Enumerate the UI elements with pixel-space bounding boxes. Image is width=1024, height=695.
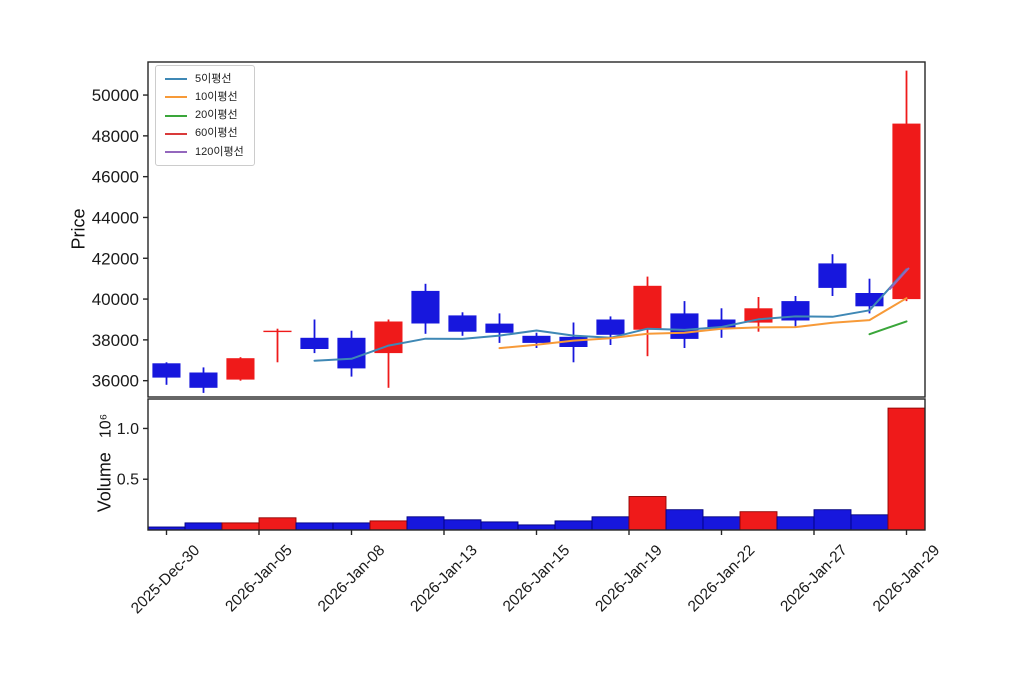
volume-bar bbox=[184, 522, 223, 531]
candle-body bbox=[818, 263, 847, 288]
candle-body bbox=[559, 336, 588, 347]
volume-axis-label-text: Volume bbox=[94, 452, 115, 513]
volume-bar bbox=[443, 519, 482, 531]
price-tick-label: 42000 bbox=[92, 249, 139, 268]
legend-item-label: 60이평선 bbox=[195, 127, 238, 140]
x-tick-label: 2026-Jan-15 bbox=[500, 542, 574, 616]
volume-bar bbox=[406, 516, 445, 531]
price-tick-label: 38000 bbox=[92, 331, 139, 350]
legend-item-ma20: 20이평선 bbox=[165, 109, 244, 122]
volume-bar bbox=[369, 520, 408, 531]
legend-item-ma60: 60이평선 bbox=[165, 127, 244, 140]
volume-bar bbox=[591, 516, 630, 531]
volume-bar bbox=[739, 511, 778, 531]
candle-body bbox=[337, 337, 366, 369]
legend-item-ma120: 120이평선 bbox=[165, 146, 244, 159]
x-tick-label: 2025-Dec-30 bbox=[128, 542, 204, 618]
price-tick-label: 36000 bbox=[92, 372, 139, 391]
ma-legend: 5이평선 10이평선 20이평선 60이평선 120이평선 bbox=[155, 65, 255, 167]
volume-bar bbox=[221, 522, 260, 531]
price-tick-label: 40000 bbox=[92, 290, 139, 309]
volume-bar bbox=[813, 509, 852, 531]
price-tick-label: 48000 bbox=[92, 127, 139, 146]
ma120-line-icon bbox=[165, 150, 187, 153]
ma120-line bbox=[888, 267, 910, 290]
candle-body bbox=[263, 330, 292, 333]
x-tick-label: 2026-Jan-08 bbox=[315, 542, 389, 616]
price-tick-label: 50000 bbox=[92, 86, 139, 105]
volume-bar bbox=[702, 516, 741, 531]
ma20-line-icon bbox=[165, 114, 187, 117]
ma60-line-icon bbox=[165, 132, 187, 135]
legend-item-label: 10이평선 bbox=[195, 91, 238, 104]
x-tick-label: 2026-Jan-22 bbox=[685, 542, 759, 616]
price-tick-label: 46000 bbox=[92, 168, 139, 187]
candle-body bbox=[670, 313, 699, 339]
ma10-line-icon bbox=[165, 96, 187, 99]
volume-axis-ticks: 0.5 1.0 bbox=[117, 421, 148, 489]
volume-bar bbox=[332, 522, 371, 531]
candle-body bbox=[374, 321, 403, 354]
ma10-line bbox=[498, 297, 908, 350]
volume-axis-label: Volume 10⁶ bbox=[95, 414, 116, 512]
volume-bar bbox=[295, 522, 334, 531]
volume-bar bbox=[850, 514, 889, 531]
ma5-line-icon bbox=[165, 78, 187, 81]
legend-item-label: 20이평선 bbox=[195, 109, 238, 122]
ma20-line bbox=[868, 320, 908, 336]
x-tick-label: 2026-Jan-13 bbox=[407, 542, 481, 616]
volume-bar bbox=[776, 516, 815, 531]
x-tick-label: 2026-Jan-27 bbox=[777, 542, 851, 616]
volume-bar bbox=[480, 521, 519, 531]
candle-body bbox=[226, 358, 255, 380]
volume-bar bbox=[517, 524, 556, 531]
candle-body bbox=[707, 319, 736, 329]
candle-body bbox=[485, 323, 514, 333]
legend-item-label: 5이평선 bbox=[195, 73, 232, 85]
candle-body bbox=[633, 285, 662, 330]
candle-body bbox=[892, 123, 921, 300]
candle-body bbox=[522, 335, 551, 343]
volume-bars bbox=[148, 407, 925, 531]
volume-bar bbox=[258, 517, 297, 531]
x-tick-label: 2026-Jan-05 bbox=[222, 542, 296, 616]
price-axis-label: Price bbox=[69, 208, 90, 249]
volume-tick-label: 0.5 bbox=[117, 472, 139, 489]
candle-body bbox=[448, 315, 477, 332]
volume-panel-border bbox=[147, 398, 926, 531]
x-tick-label: 2026-Jan-19 bbox=[592, 542, 666, 616]
volume-bar bbox=[665, 509, 704, 531]
legend-item-label: 120이평선 bbox=[195, 145, 244, 158]
volume-bar bbox=[628, 496, 667, 531]
price-panel-border bbox=[147, 61, 926, 398]
volume-bar bbox=[887, 407, 925, 531]
legend-item-ma5: 5이평선 bbox=[165, 73, 244, 86]
volume-bar bbox=[554, 520, 593, 531]
price-axis-ticks: 36000 38000 40000 42000 44000 46000 48000 50000 bbox=[92, 86, 148, 391]
legend-item-ma10: 10이평선 bbox=[165, 91, 244, 104]
candle-body bbox=[411, 290, 440, 324]
x-axis-ticks: 2025-Dec-30 2026-Jan-05 2026-Jan-08 2026-Ja… bbox=[128, 530, 943, 617]
candle-body bbox=[152, 363, 181, 378]
candle-body bbox=[596, 319, 625, 335]
x-tick-label: 2026-Jan-29 bbox=[870, 542, 944, 616]
volume-tick-label: 1.0 bbox=[117, 421, 139, 438]
price-tick-label: 44000 bbox=[92, 208, 139, 227]
candle-body bbox=[189, 372, 218, 388]
candle-body bbox=[300, 337, 329, 349]
volume-scale-label: 10⁶ bbox=[97, 413, 115, 439]
ma5-line bbox=[313, 268, 908, 362]
price-axis-label-text: Price bbox=[68, 208, 89, 250]
candlesticks bbox=[152, 70, 921, 393]
